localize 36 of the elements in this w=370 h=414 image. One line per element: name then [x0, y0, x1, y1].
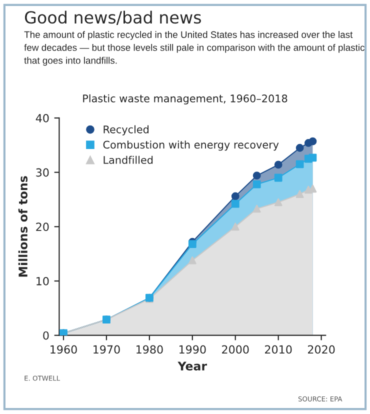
x-tick-label: 1960 — [50, 345, 77, 354]
legend-label: Combustion with energy recovery — [103, 140, 279, 151]
point — [296, 144, 304, 152]
chart-title: Good news/bad news — [24, 10, 201, 25]
y-tick-label: 30 — [36, 168, 49, 177]
y-tick-label: 0 — [43, 331, 49, 340]
y-tick-label: 20 — [36, 222, 49, 232]
point — [252, 204, 261, 213]
point — [252, 172, 261, 180]
point — [188, 256, 196, 264]
x-tick-label: 2020 — [308, 345, 335, 354]
legend-label: Landfilled — [104, 156, 153, 164]
point — [296, 190, 304, 198]
x-axis-title: Year — [178, 362, 207, 371]
chart-subtitle: The amount of plastic recycled in the United States has increased over the last few decades — but those levels still pale in comparison with the amount of plastic that goes into landfills. — [24, 31, 364, 66]
text: Plastic waste management, 1960–2018 — [83, 94, 288, 104]
x-tick-label: 2000 — [222, 345, 249, 354]
x-tick-label: 2010 — [265, 345, 292, 354]
y-tick-label: 10 — [36, 276, 49, 286]
point — [231, 192, 240, 200]
point — [188, 240, 196, 248]
point — [274, 198, 282, 206]
point — [274, 160, 282, 169]
x-tick-label: 1980 — [136, 345, 163, 354]
point — [296, 160, 304, 168]
y-tick-label: 40 — [36, 114, 49, 122]
point — [231, 200, 240, 208]
x-tick-label: 1990 — [179, 345, 206, 354]
y-axis-title: Millions of tons — [18, 176, 28, 277]
point — [308, 154, 317, 162]
point — [274, 174, 282, 182]
x-tick-label: 1970 — [94, 345, 120, 354]
legend-label: Recycled — [104, 125, 148, 136]
point — [252, 180, 261, 188]
point — [308, 137, 317, 146]
point — [231, 222, 240, 231]
